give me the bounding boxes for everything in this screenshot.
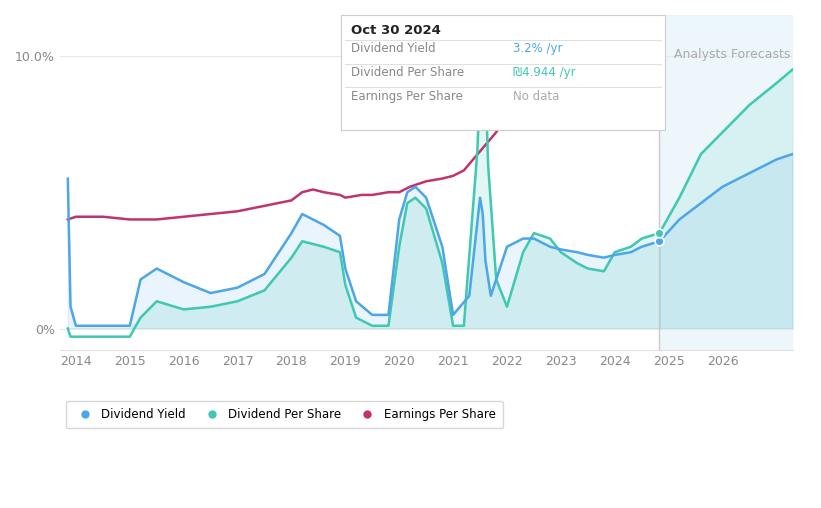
Text: Dividend Yield: Dividend Yield <box>351 42 435 55</box>
Text: Analysts Forecasts: Analysts Forecasts <box>674 48 791 61</box>
Text: Dividend Per Share: Dividend Per Share <box>351 66 464 79</box>
Text: Oct 30 2024: Oct 30 2024 <box>351 24 440 38</box>
Legend: Dividend Yield, Dividend Per Share, Earnings Per Share: Dividend Yield, Dividend Per Share, Earn… <box>66 401 502 428</box>
Text: ₪4.944 /yr: ₪4.944 /yr <box>513 66 576 79</box>
Text: No data: No data <box>513 90 559 103</box>
Text: Past: Past <box>616 48 642 61</box>
Text: Earnings Per Share: Earnings Per Share <box>351 90 462 103</box>
Point <box>653 237 666 245</box>
Point <box>653 229 666 237</box>
Bar <box>659 15 792 351</box>
Text: 3.2% /yr: 3.2% /yr <box>513 42 562 55</box>
